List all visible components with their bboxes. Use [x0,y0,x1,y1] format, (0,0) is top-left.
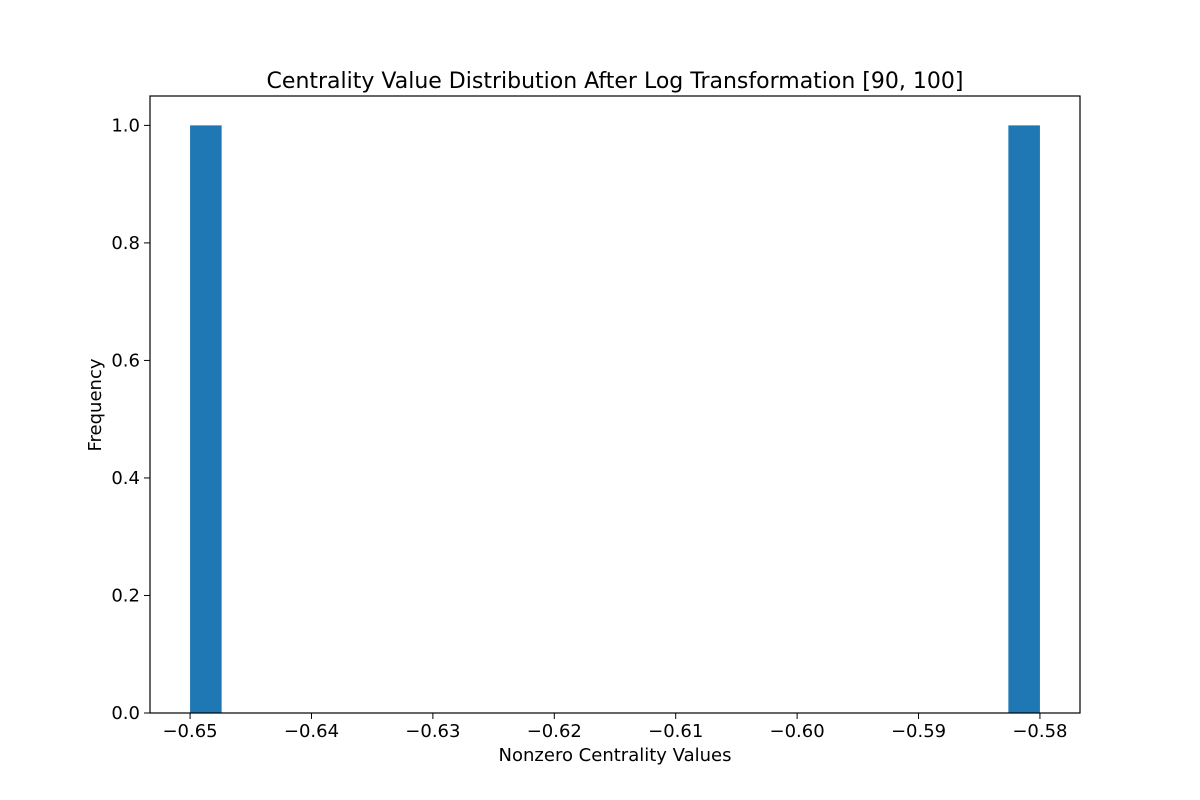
y-tick-label: 1.0 [111,115,140,136]
x-tick-label: −0.59 [891,721,946,742]
histogram-bar-2 [1008,125,1040,713]
x-tick-label: −0.63 [405,721,460,742]
x-tick-label: −0.64 [284,721,339,742]
x-tick-label: −0.58 [1012,721,1067,742]
chart-title: Centrality Value Distribution After Log … [267,69,964,94]
y-tick-label: 0.4 [111,468,140,489]
x-axis: −0.65 −0.64 −0.63 −0.62 −0.61 −0.60 −0.59 −0.58 [162,713,1068,742]
y-tick-label: 0.8 [111,233,140,254]
x-tick-label: −0.61 [648,721,703,742]
bars-layer [190,125,1040,713]
histogram-bar-1 [190,125,222,713]
x-tick-label: −0.62 [527,721,582,742]
y-tick-label: 0.2 [111,585,140,606]
x-axis-label: Nonzero Centrality Values [499,745,732,766]
y-axis: 0.0 0.2 0.4 0.6 0.8 1.0 [111,115,150,724]
x-tick-label: −0.65 [162,721,217,742]
x-tick-label: −0.60 [770,721,825,742]
y-axis-label: Frequency [85,358,106,451]
plot-frame [149,95,1081,714]
y-tick-label: 0.6 [111,350,140,371]
y-tick-label: 0.0 [111,703,140,724]
